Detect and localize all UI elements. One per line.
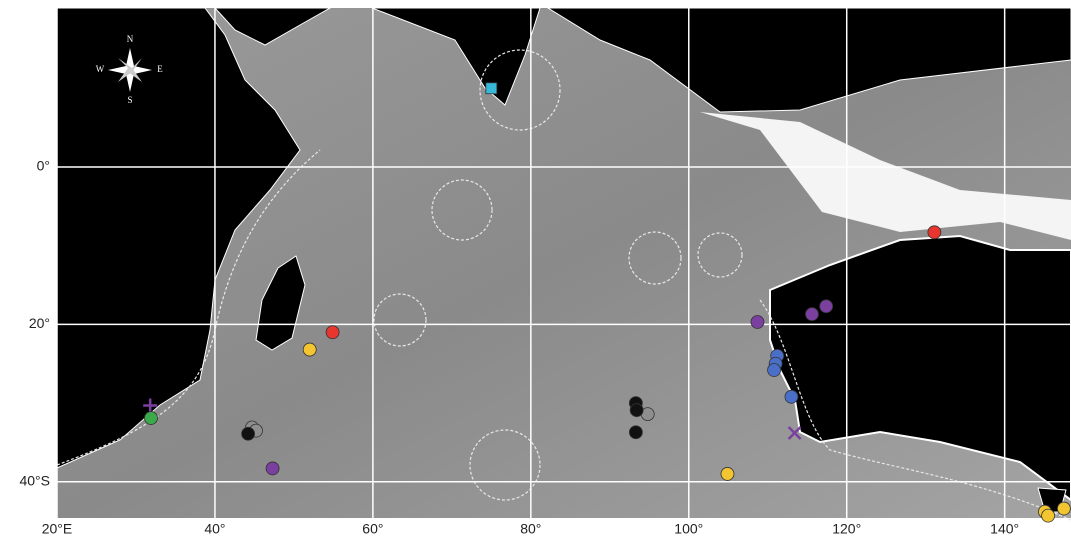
x-tick-label: 40°	[204, 521, 225, 537]
marker	[805, 308, 818, 321]
marker	[751, 316, 764, 329]
map: 20°E 40° 60° 80° 100° 120° 140° 0° 20° 40°S N E S…	[0, 0, 1071, 542]
marker	[820, 300, 833, 313]
marker	[1057, 502, 1070, 515]
y-tick-label: 40°S	[19, 472, 50, 488]
marker	[303, 343, 316, 356]
x-tick-label: 120°	[832, 521, 861, 537]
marker	[629, 426, 642, 439]
marker	[266, 462, 279, 475]
marker	[144, 412, 157, 425]
marker	[1042, 509, 1055, 522]
compass-n: N	[127, 34, 134, 44]
marker	[486, 83, 497, 94]
marker	[242, 427, 255, 440]
compass-s: S	[127, 95, 132, 105]
marker	[928, 226, 941, 239]
marker	[630, 404, 643, 417]
y-tick-label: 20°	[29, 315, 50, 331]
compass-e: E	[157, 64, 163, 74]
x-tick-label: 20°E	[42, 521, 73, 537]
map-area	[57, 8, 1071, 520]
y-tick-label: 0°	[37, 158, 50, 174]
x-tick-label: 100°	[674, 521, 703, 537]
x-tick-label: 80°	[520, 521, 541, 537]
marker	[768, 364, 781, 377]
compass-w: W	[96, 64, 105, 74]
x-tick-label: 140°	[990, 521, 1019, 537]
x-tick-label: 60°	[362, 521, 383, 537]
marker	[721, 467, 734, 480]
marker	[326, 326, 339, 339]
marker	[785, 390, 798, 403]
